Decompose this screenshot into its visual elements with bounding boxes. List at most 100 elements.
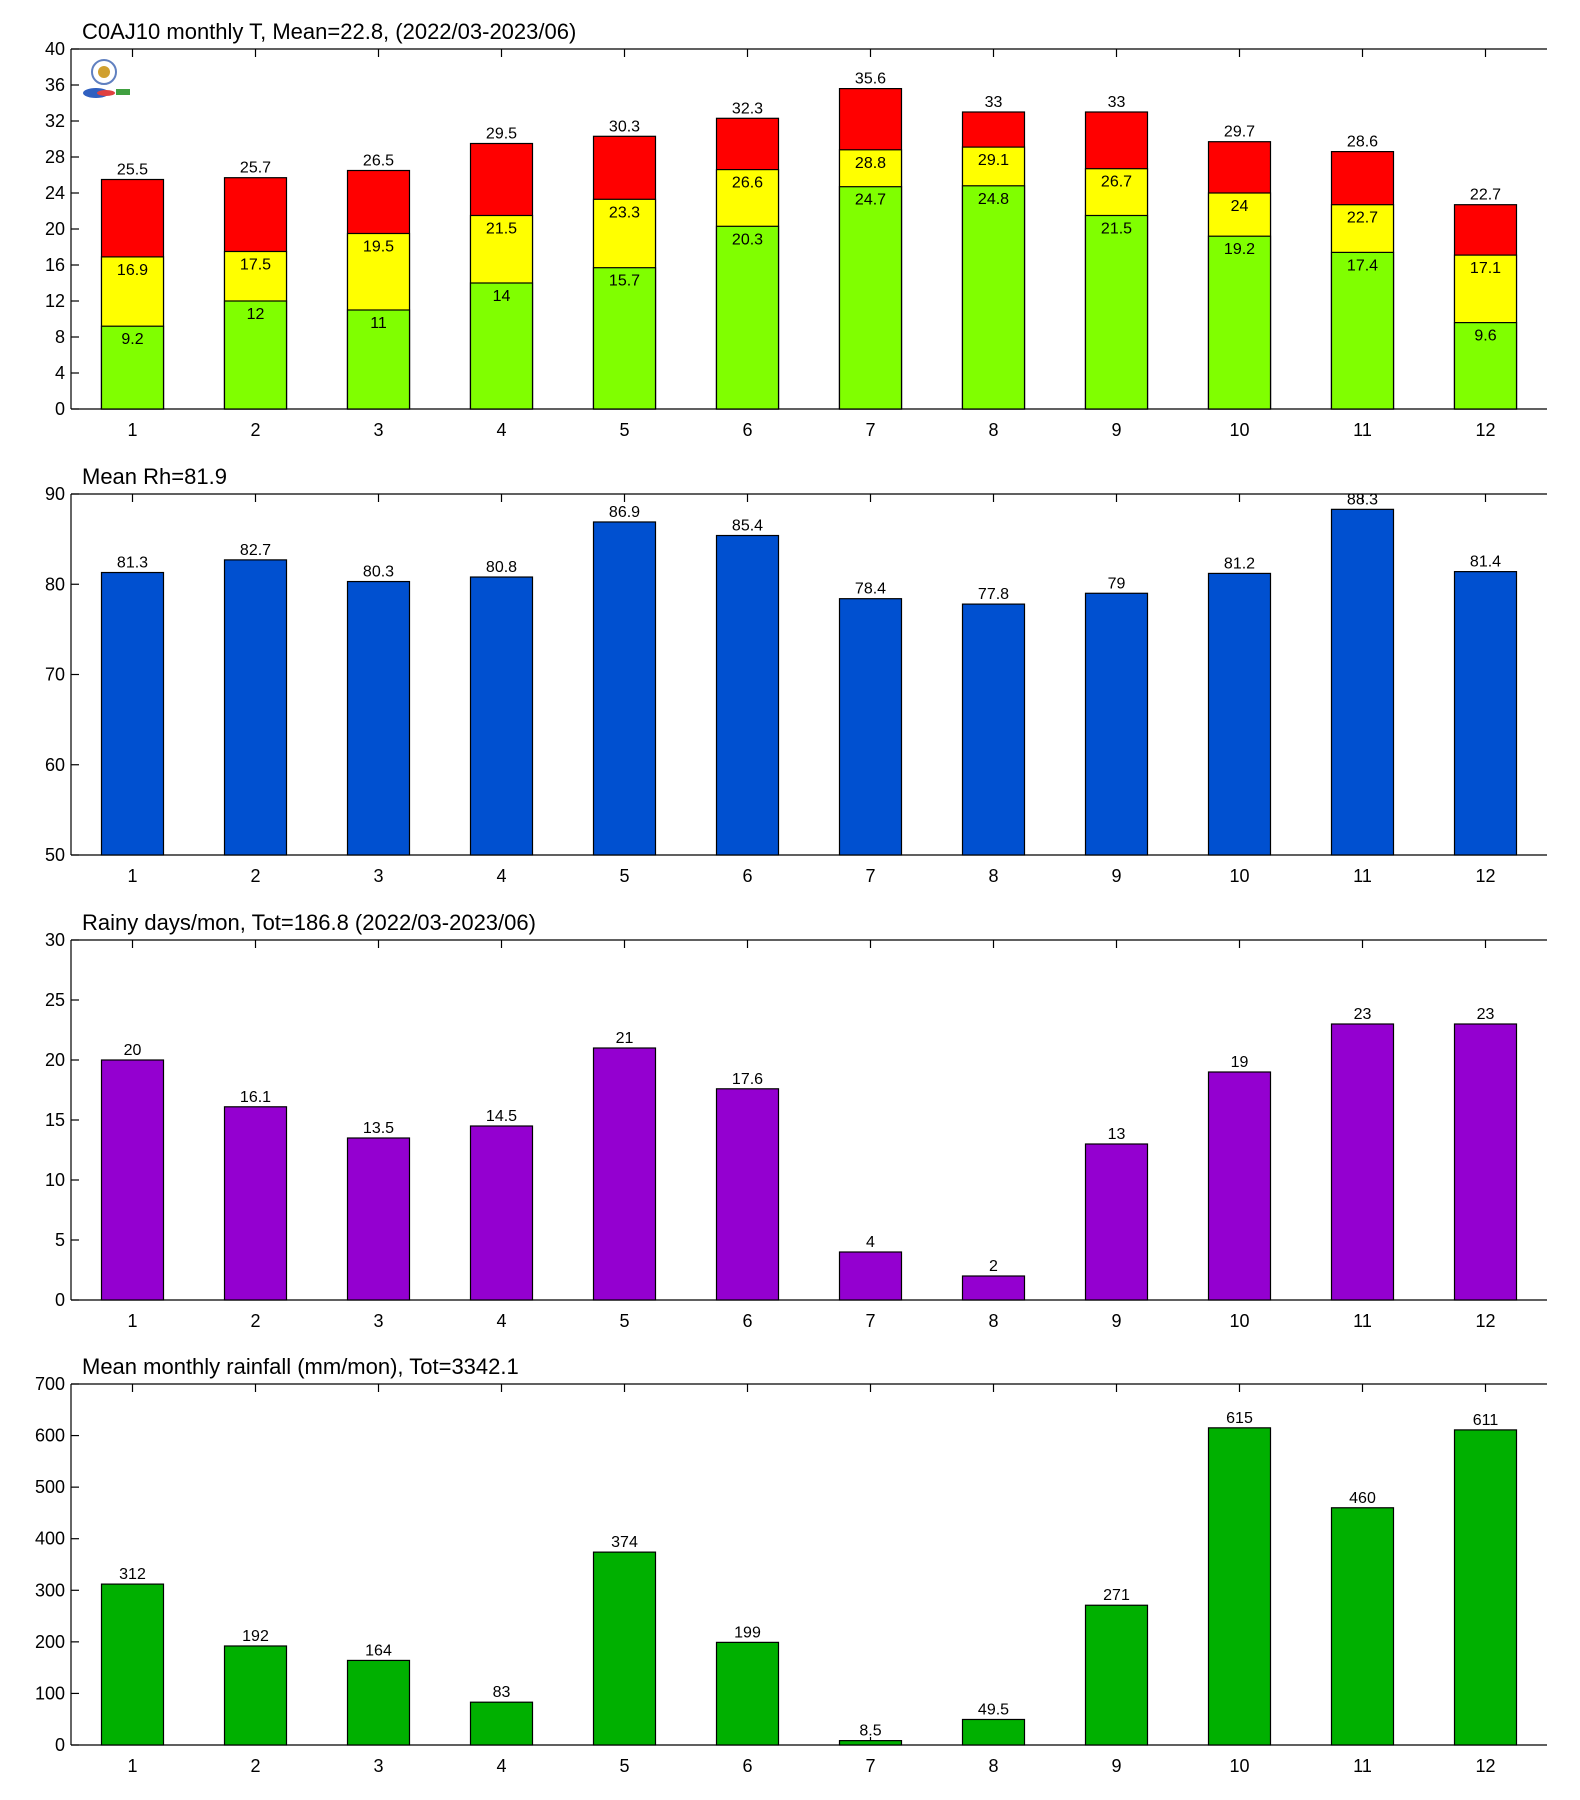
x-tick-label: 7 bbox=[865, 1311, 875, 1331]
bar bbox=[1084, 592, 1149, 856]
x-tick-label: 9 bbox=[1111, 1756, 1121, 1776]
data-label-min: 9.2 bbox=[121, 331, 143, 348]
y-tick-label: 4 bbox=[55, 363, 65, 383]
y-tick-label: 500 bbox=[35, 1477, 65, 1497]
data-label-min: 12 bbox=[247, 306, 265, 323]
x-tick-label: 5 bbox=[619, 420, 629, 440]
x-tick-label: 3 bbox=[373, 1311, 383, 1331]
y-tick-label: 24 bbox=[45, 183, 65, 203]
y-tick-label: 0 bbox=[55, 1735, 65, 1755]
y-tick-label: 90 bbox=[45, 484, 65, 504]
bar bbox=[469, 1701, 534, 1746]
data-label-mean: 26.6 bbox=[732, 175, 763, 192]
bar bbox=[838, 1740, 903, 1746]
bar bbox=[838, 598, 903, 856]
bar-min bbox=[1453, 322, 1518, 410]
data-label-mean: 24 bbox=[1231, 198, 1249, 215]
x-tick-label: 1 bbox=[127, 1756, 137, 1776]
x-tick-label: 8 bbox=[988, 866, 998, 886]
data-label: 4 bbox=[866, 1234, 875, 1251]
data-label-min: 24.7 bbox=[855, 192, 886, 209]
chart-title: Mean monthly rainfall (mm/mon), Tot=3342… bbox=[82, 1354, 519, 1379]
data-label: 82.7 bbox=[240, 542, 271, 559]
y-tick-label: 10 bbox=[45, 1170, 65, 1190]
data-label-mean: 22.7 bbox=[1347, 210, 1378, 227]
data-label-min: 17.4 bbox=[1347, 257, 1378, 274]
bar bbox=[715, 1641, 780, 1746]
data-label-max: 25.7 bbox=[240, 160, 271, 177]
data-label: 611 bbox=[1473, 1412, 1499, 1429]
data-label-min: 20.3 bbox=[732, 231, 763, 248]
station-logo bbox=[83, 59, 130, 98]
x-tick-label: 7 bbox=[865, 420, 875, 440]
bar bbox=[1207, 1071, 1272, 1301]
x-tick-label: 8 bbox=[988, 420, 998, 440]
y-tick-label: 15 bbox=[45, 1110, 65, 1130]
data-label: 79 bbox=[1108, 575, 1126, 592]
bar bbox=[961, 603, 1026, 856]
x-tick-label: 4 bbox=[496, 866, 506, 886]
data-label-max: 32.3 bbox=[732, 100, 763, 117]
data-label: 199 bbox=[734, 1624, 761, 1641]
x-tick-label: 12 bbox=[1475, 1756, 1495, 1776]
y-tick-label: 12 bbox=[45, 291, 65, 311]
y-tick-label: 30 bbox=[45, 930, 65, 950]
bar bbox=[346, 1659, 411, 1746]
data-label-mean: 29.1 bbox=[978, 152, 1009, 169]
data-label-max: 33 bbox=[1108, 94, 1126, 111]
data-label: 83 bbox=[493, 1684, 511, 1701]
data-label: 23 bbox=[1354, 1006, 1372, 1023]
bar bbox=[100, 1059, 165, 1301]
data-label: 86.9 bbox=[609, 504, 640, 521]
data-label: 23 bbox=[1477, 1006, 1495, 1023]
x-tick-label: 6 bbox=[742, 1311, 752, 1331]
data-label: 85.4 bbox=[732, 518, 763, 535]
y-tick-label: 60 bbox=[45, 755, 65, 775]
x-tick-label: 4 bbox=[496, 420, 506, 440]
y-tick-label: 40 bbox=[45, 39, 65, 59]
y-tick-label: 80 bbox=[45, 574, 65, 594]
x-tick-label: 10 bbox=[1229, 1756, 1249, 1776]
data-label-max: 29.5 bbox=[486, 126, 517, 143]
x-tick-label: 3 bbox=[373, 866, 383, 886]
data-label: 77.8 bbox=[978, 586, 1009, 603]
data-label-mean: 28.8 bbox=[855, 155, 886, 172]
x-tick-label: 5 bbox=[619, 1311, 629, 1331]
y-tick-label: 20 bbox=[45, 1050, 65, 1070]
bar bbox=[1453, 1023, 1518, 1301]
data-label-max: 26.5 bbox=[363, 153, 394, 170]
x-tick-label: 9 bbox=[1111, 1311, 1121, 1331]
x-tick-label: 1 bbox=[127, 1311, 137, 1331]
y-tick-label: 70 bbox=[45, 665, 65, 685]
y-tick-label: 0 bbox=[55, 399, 65, 419]
x-tick-label: 7 bbox=[865, 866, 875, 886]
data-label: 21 bbox=[616, 1030, 634, 1047]
bar bbox=[592, 521, 657, 856]
y-tick-label: 8 bbox=[55, 327, 65, 347]
data-label: 17.6 bbox=[732, 1071, 763, 1088]
bar bbox=[100, 1583, 165, 1746]
x-tick-label: 9 bbox=[1111, 866, 1121, 886]
data-label: 14.5 bbox=[486, 1108, 517, 1125]
y-tick-label: 100 bbox=[35, 1683, 65, 1703]
y-tick-label: 200 bbox=[35, 1632, 65, 1652]
bar bbox=[346, 580, 411, 856]
x-tick-label: 11 bbox=[1353, 420, 1372, 440]
bar bbox=[223, 1645, 288, 1746]
x-tick-label: 1 bbox=[127, 866, 137, 886]
x-tick-label: 5 bbox=[619, 1756, 629, 1776]
x-tick-label: 2 bbox=[250, 866, 260, 886]
data-label: 460 bbox=[1349, 1490, 1376, 1507]
x-tick-label: 12 bbox=[1475, 866, 1495, 886]
bar-min bbox=[1207, 235, 1272, 410]
x-tick-label: 11 bbox=[1353, 1756, 1372, 1776]
data-label: 80.3 bbox=[363, 564, 394, 581]
bar-min bbox=[715, 225, 780, 410]
chart-title: Rainy days/mon, Tot=186.8 (2022/03-2023/… bbox=[82, 910, 536, 935]
bar bbox=[1330, 508, 1395, 856]
data-label: 13.5 bbox=[363, 1120, 394, 1137]
data-label: 164 bbox=[365, 1642, 392, 1659]
bar bbox=[1207, 1427, 1272, 1746]
x-tick-label: 2 bbox=[250, 1311, 260, 1331]
